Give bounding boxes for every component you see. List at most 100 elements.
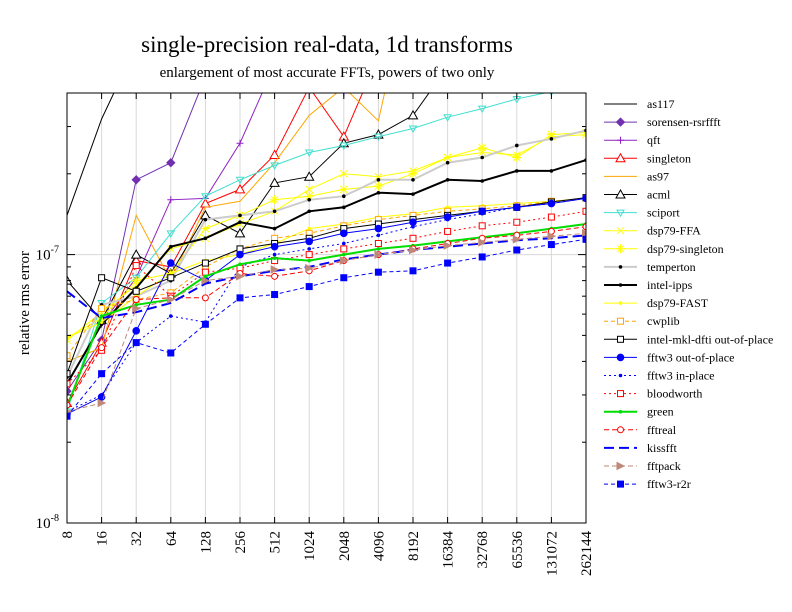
data-point-fftw3-out-of-place — [236, 250, 244, 259]
data-point-acml — [234, 227, 246, 238]
legend-marker — [616, 353, 625, 362]
data-point-fftw3-in-place — [376, 233, 381, 238]
data-point-intel-ipps — [376, 190, 381, 195]
series-qft — [67, 93, 348, 388]
grid-lines — [67, 93, 586, 523]
data-point-fftw3-r2r — [409, 267, 417, 275]
data-point-fftw3-r2r — [513, 246, 521, 254]
series-line-as117 — [67, 93, 115, 216]
legend-marker — [617, 335, 624, 343]
data-point-sciport — [339, 142, 349, 150]
data-point-bloodworth — [409, 234, 417, 242]
series-intel-ipps — [67, 158, 586, 386]
legend-entry-sciport: sciport — [604, 206, 680, 220]
legend-entry-cwplib: cwplib — [604, 314, 680, 328]
legend-label: kissfft — [647, 441, 677, 455]
data-point-fftpack — [409, 245, 418, 255]
data-point-fftw3-r2r — [582, 235, 586, 243]
axis-ticks: 8 16 32 64 128 256 512 1024 2048 4096 8192 16384 327… — [36, 93, 595, 576]
data-point-fftpack — [582, 229, 586, 238]
data-point-intel-ipps — [515, 169, 519, 173]
legend-label: sciport — [647, 206, 680, 220]
data-point-fftw3-r2r — [167, 349, 175, 357]
data-point-temperton — [411, 177, 415, 182]
legend-marker — [616, 226, 625, 235]
data-point-green — [238, 262, 242, 267]
series-bloodworth — [67, 207, 586, 388]
data-point-dsp79-singleton — [270, 195, 280, 205]
legend-label: qft — [647, 133, 661, 147]
y-tick-label: 10-8 — [36, 513, 59, 532]
series-line-fftreal — [67, 226, 586, 406]
data-point-fftw3-out-of-place — [167, 259, 175, 267]
legend-entry-dsp79-fast: dsp79-FAST — [604, 296, 709, 310]
data-point-intel-mkl-dfti-out-of-place — [201, 259, 209, 267]
data-point-temperton — [272, 209, 277, 214]
legend-marker — [616, 244, 625, 254]
data-point-intel-ipps — [169, 244, 173, 249]
series-line-fftw3-r2r — [67, 238, 586, 417]
data-point-dsp79-singleton — [373, 181, 383, 191]
data-point-temperton — [549, 137, 554, 141]
x-tick-label: 2048 — [337, 531, 353, 561]
data-point-fftpack — [443, 241, 453, 250]
series-line-singleton — [67, 93, 364, 404]
data-point-bloodworth — [582, 207, 586, 215]
series-intel-mkl-dfti-out-of-place — [67, 194, 586, 378]
data-point-temperton — [238, 213, 242, 218]
data-point-fftw3-in-place — [342, 241, 346, 246]
data-point-fftw3-r2r — [340, 274, 348, 282]
legend-label: green — [647, 405, 674, 419]
data-point-cwplib — [98, 304, 106, 312]
series-line-acml — [67, 93, 430, 321]
series-line-dsp79-fast — [67, 197, 586, 339]
data-point-fftw3-in-place — [515, 205, 519, 210]
data-point-fftpack — [201, 276, 211, 285]
legend-label: fftw3 in-place — [647, 369, 714, 383]
legend-marker — [617, 390, 624, 398]
x-tick-label: 32768 — [475, 531, 491, 569]
data-point-intel-ipps — [549, 169, 554, 173]
legend-label: dsp79-FFA — [647, 224, 701, 238]
data-point-fftreal — [582, 223, 586, 231]
data-point-fftw3-out-of-place — [132, 327, 140, 335]
data-point-qft — [236, 139, 244, 147]
data-point-acml — [407, 109, 419, 120]
data-point-temperton — [307, 198, 312, 202]
data-point-green — [99, 314, 104, 318]
series-fftpack — [67, 229, 586, 414]
legend-entry-dsp79-singleton: dsp79-singleton — [604, 242, 724, 256]
legend-label: bloodworth — [647, 387, 702, 401]
legend-marker — [617, 480, 624, 488]
y-tick-label: 10-7 — [36, 245, 59, 264]
legend-label: cwplib — [647, 314, 680, 328]
data-point-sciport — [408, 125, 418, 133]
data-point-fftpack — [67, 409, 72, 414]
data-point-fftreal — [132, 296, 140, 304]
data-point-sciport — [374, 133, 383, 142]
x-tick-label: 16 — [95, 531, 111, 547]
legend-label: intel-mkl-dfti out-of-place — [647, 332, 773, 346]
legend-label: fftw3 out-of-place — [647, 350, 734, 364]
data-point-fftw3-r2r — [98, 370, 106, 378]
legend-marker — [615, 117, 626, 127]
legend-entry-fftw3-r2r: fftw3-r2r — [604, 477, 691, 491]
data-point-green — [376, 247, 381, 251]
data-point-fftw3-in-place — [480, 211, 485, 216]
plot-frame — [66, 92, 587, 524]
data-point-cwplib — [67, 352, 71, 360]
series-line-temperton — [67, 129, 586, 378]
data-point-fftpack — [132, 304, 141, 313]
data-point-bloodworth — [374, 239, 382, 247]
legend-marker — [616, 209, 625, 218]
data-point-intel-ipps — [342, 205, 346, 210]
data-point-fftw3-r2r — [132, 339, 140, 347]
x-tick-label: 64 — [164, 531, 180, 547]
data-point-qft — [167, 196, 175, 204]
data-point-bloodworth — [478, 222, 486, 230]
legend-entry-fftreal: fftreal — [604, 423, 677, 437]
data-point-green — [203, 274, 208, 279]
data-point-green — [272, 256, 277, 260]
data-point-dsp79-fast — [307, 226, 312, 231]
